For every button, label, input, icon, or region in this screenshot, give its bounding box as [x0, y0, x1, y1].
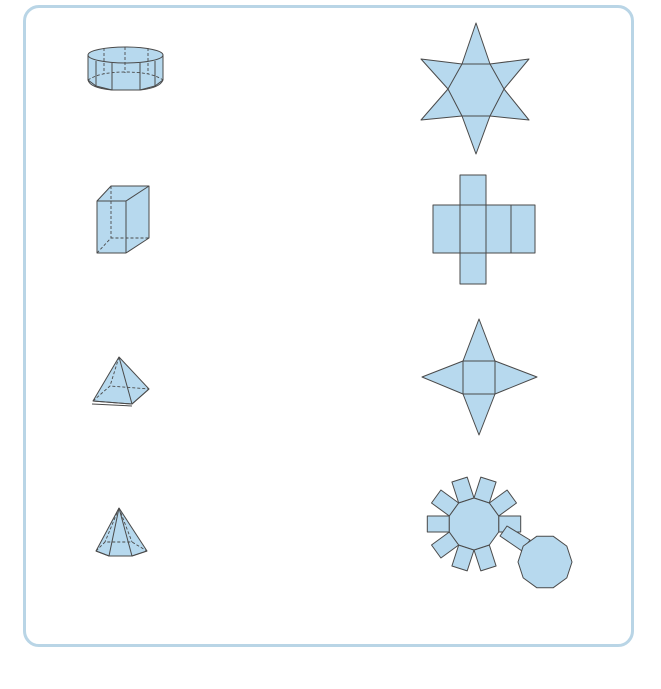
- hexagonal-pyramid-solid: [95, 507, 148, 557]
- net-face-rectangle: [426, 515, 450, 533]
- decagonal-prism-solid: [87, 46, 164, 91]
- square-pyramid-net: [421, 318, 538, 436]
- square-pyramid-solid: [91, 356, 150, 407]
- rectangular-prism-net: [432, 174, 536, 285]
- hexagonal-pyramid-net: [420, 22, 530, 155]
- decagonal-prism-net: [426, 476, 573, 589]
- rectangular-prism-solid: [96, 185, 150, 254]
